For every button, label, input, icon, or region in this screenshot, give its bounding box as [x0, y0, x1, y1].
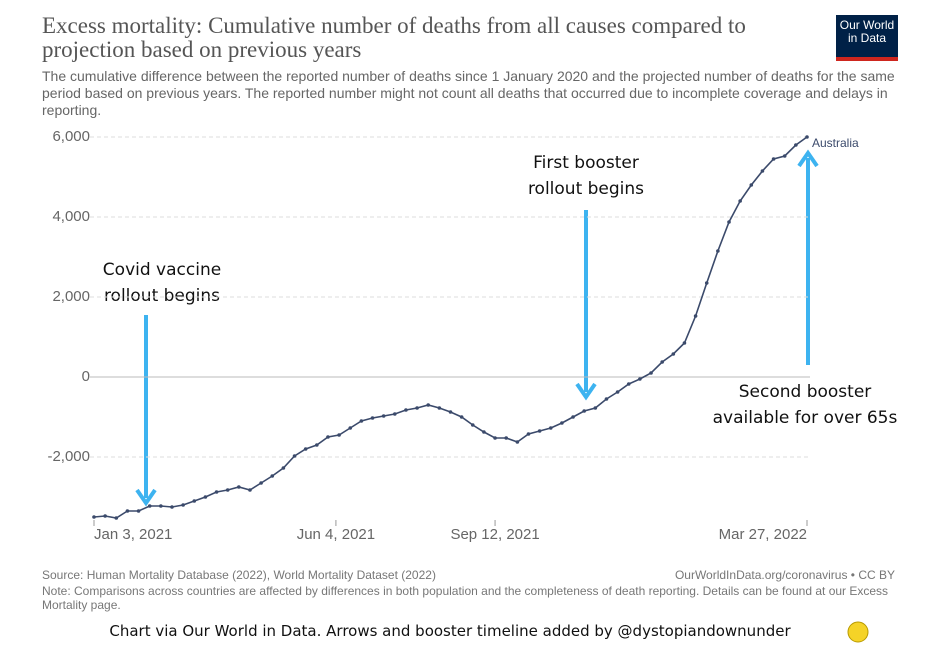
point — [136, 509, 141, 513]
point — [114, 516, 119, 520]
point — [448, 410, 453, 414]
point — [125, 509, 130, 513]
point — [404, 408, 408, 412]
arrow-head — [575, 382, 597, 401]
point — [716, 249, 720, 253]
x-tick-label: Mar 27, 2022 — [719, 526, 807, 543]
y-tick-label: 6,000 — [52, 128, 90, 145]
point — [303, 447, 308, 451]
point — [749, 183, 754, 187]
point — [214, 490, 219, 494]
arrow-head — [797, 149, 819, 168]
y-tick-label: 2,000 — [52, 288, 90, 305]
point — [292, 454, 297, 458]
point — [248, 488, 252, 492]
point — [526, 432, 531, 436]
point — [259, 481, 263, 485]
point — [181, 503, 185, 507]
annotation-text: First booster — [533, 153, 639, 173]
point — [415, 406, 419, 410]
emoji — [847, 621, 869, 643]
point — [504, 436, 509, 440]
point — [515, 440, 520, 444]
point — [348, 426, 353, 430]
point — [593, 406, 598, 410]
point — [738, 199, 742, 203]
point — [170, 505, 174, 509]
point — [693, 314, 698, 318]
point — [537, 429, 542, 433]
point — [459, 415, 464, 419]
point — [548, 426, 553, 430]
arrow-head — [135, 488, 157, 507]
point — [337, 433, 341, 437]
annotation-text: Second booster — [739, 382, 872, 402]
point — [660, 360, 664, 364]
point — [159, 504, 163, 508]
point — [470, 423, 475, 427]
point — [493, 436, 497, 440]
point — [671, 352, 676, 356]
point — [392, 412, 397, 416]
logo[interactable]: Our World in Data — [836, 15, 898, 61]
y-tick-label: 4,000 — [52, 208, 90, 225]
point — [727, 220, 731, 224]
point — [103, 514, 107, 518]
point — [437, 406, 442, 410]
point — [381, 414, 386, 418]
point — [760, 169, 765, 173]
point — [482, 430, 486, 434]
credit: Chart via Our World in Data. Arrows and … — [109, 622, 791, 640]
point — [782, 154, 787, 158]
point — [805, 135, 809, 139]
line — [93, 136, 808, 519]
y-tick-label: -2,000 — [47, 448, 90, 465]
x-tick-label: Sep 12, 2021 — [450, 526, 539, 543]
logo-text: in Data — [847, 31, 887, 45]
logo-text: Our World — [839, 18, 895, 32]
point — [359, 419, 364, 423]
point — [315, 443, 319, 447]
point — [771, 157, 776, 161]
point — [192, 499, 197, 503]
annotation-text: rollout begins — [104, 286, 220, 306]
annotation-text: available for over 65s — [713, 408, 898, 428]
point — [237, 485, 241, 489]
point — [794, 143, 798, 147]
point — [203, 495, 208, 499]
point — [638, 377, 642, 381]
point — [682, 341, 687, 345]
annotation-text: rollout begins — [528, 179, 644, 199]
y-tick-label: 0 — [82, 368, 90, 385]
source: Source: Human Mortality Database (2022),… — [42, 568, 436, 582]
chart-subtitle: The cumulative difference between the re… — [42, 68, 895, 118]
annotation-text: Covid vaccine — [103, 260, 221, 280]
point — [704, 281, 709, 285]
point — [649, 371, 653, 375]
x-tick-label: Jun 4, 2021 — [297, 526, 375, 543]
series-label: Australia — [812, 136, 859, 150]
point — [426, 403, 431, 407]
point — [626, 382, 631, 386]
annotation: Covid vaccine rollout begins First boost… — [103, 149, 898, 507]
url[interactable]: OurWorldInData.org/coronavirus • CC BY — [674, 568, 895, 582]
point — [370, 416, 375, 420]
point — [92, 515, 96, 519]
x-tick-label: Jan 3, 2021 — [94, 526, 172, 543]
point — [571, 415, 575, 419]
point — [281, 466, 286, 470]
point — [615, 390, 620, 394]
point — [582, 409, 586, 413]
point — [147, 504, 152, 508]
note: Note: Comparisons across countries are a… — [42, 584, 889, 612]
point — [604, 397, 609, 401]
point — [326, 435, 330, 439]
point — [270, 474, 275, 478]
chart-title: Excess mortality: Cumulative number of d… — [42, 13, 746, 62]
point — [560, 421, 564, 425]
point — [225, 488, 230, 492]
